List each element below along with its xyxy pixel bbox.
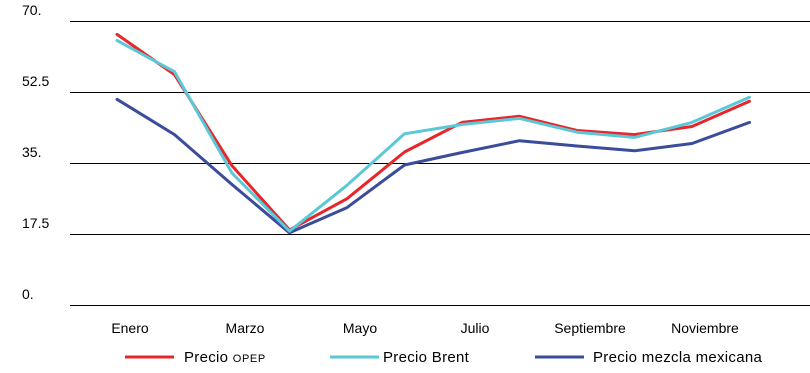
x-tick-label: Enero	[111, 320, 149, 336]
x-tick-label: Marzo	[226, 320, 265, 336]
x-tick-label: Noviembre	[671, 320, 739, 336]
x-axis-ticks: Enero Marzo Mayo Julio Septiembre Noviembre	[111, 320, 739, 336]
y-tick-label: 0.	[22, 286, 34, 302]
legend-label-small: OPEP	[233, 353, 266, 365]
series-line-2	[115, 97, 751, 235]
legend-item-2: Precio mezcla mexicana	[535, 349, 763, 366]
series-line-1	[115, 39, 751, 233]
x-tick-label: Julio	[461, 320, 490, 336]
legend-label-main: Precio	[184, 349, 233, 366]
legend-item-0: Precio OPEP	[125, 349, 266, 366]
legend-item-1: Precio Brent	[330, 349, 470, 366]
y-tick-label: 52.5	[22, 73, 49, 89]
legend-label: Precio Brent	[383, 349, 470, 366]
grid-layer	[70, 21, 810, 306]
x-tick-label: Septiembre	[554, 320, 626, 336]
series-layer	[115, 32, 751, 235]
series-line-0	[115, 32, 751, 232]
y-tick-label: 35.	[22, 144, 41, 160]
legend-label: Precio OPEP	[184, 349, 266, 366]
x-tick-label: Mayo	[343, 320, 377, 336]
legend-label: Precio mezcla mexicana	[593, 349, 763, 366]
legend: Precio OPEP Precio Brent Precio mezcla mex…	[125, 349, 763, 366]
y-tick-label: 70.	[22, 2, 41, 18]
y-tick-label: 17.5	[22, 215, 49, 231]
y-axis-ticks: 0. 17.5 35. 52.5 70.	[22, 2, 49, 302]
